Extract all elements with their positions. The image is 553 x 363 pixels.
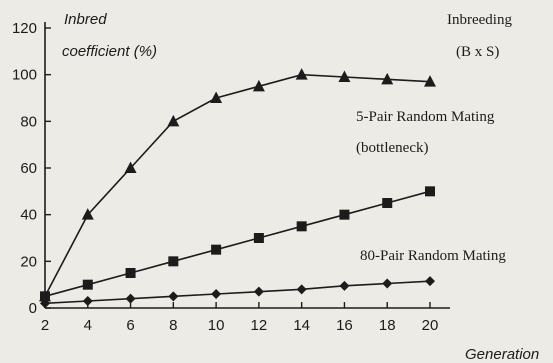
series-5-pair-random-mating-bottleneck [39, 68, 436, 302]
x-tick-label-4: 4 [84, 317, 92, 334]
x-tick-label-10: 10 [208, 317, 225, 334]
y-tick-label-40: 40 [20, 207, 37, 224]
x-tick-label-18: 18 [379, 317, 396, 334]
point-5-pair-random-mating-bottleneck-x4 [81, 208, 94, 220]
point-5-pair-random-mating-bottleneck-x8 [167, 114, 180, 127]
annotation-80-pair: 80-Pair Random Mating [360, 248, 506, 264]
series-line-80-pair-random-mating [44, 280, 431, 305]
point-inbreeding-b-x-s-x20 [425, 186, 435, 197]
x-tick-label-2: 2 [41, 317, 49, 334]
point-inbreeding-b-x-s-x4 [82, 279, 93, 290]
point-inbreeding-b-x-s-x8 [168, 256, 179, 267]
series-line-5-pair-random-mating-bottleneck [44, 73, 431, 297]
y-tick-label-80: 80 [20, 113, 37, 130]
point-80-pair-random-mating-x10 [211, 289, 222, 299]
x-axis-label: Generation [465, 346, 539, 363]
series-inbreeding-b-x-s [40, 186, 435, 302]
x-tick-label-16: 16 [336, 317, 353, 334]
y-tick-label-20: 20 [20, 253, 37, 270]
point-80-pair-random-mating-x14 [296, 284, 307, 295]
y-tick-label-0: 0 [29, 300, 37, 317]
y-axis-label-line-2: coefficient (%) [62, 43, 157, 60]
annotation-5-pair-line-1: 5-Pair Random Mating [356, 109, 495, 125]
point-80-pair-random-mating-x18 [382, 278, 393, 289]
point-inbreeding-b-x-s-x18 [382, 198, 393, 208]
point-80-pair-random-mating-x12 [253, 286, 264, 297]
y-tick-label-120: 120 [12, 20, 37, 37]
x-tick-label-14: 14 [293, 317, 310, 334]
point-5-pair-random-mating-bottleneck-x6 [124, 161, 137, 173]
point-5-pair-random-mating-bottleneck-x14 [295, 68, 308, 80]
point-inbreeding-b-x-s-x10 [211, 244, 222, 255]
point-5-pair-random-mating-bottleneck-x10 [210, 91, 223, 103]
annotation-inbreeding-line-2: (B x S) [456, 44, 499, 60]
y-tick-label-60: 60 [20, 160, 37, 177]
point-80-pair-random-mating-x6 [125, 293, 136, 304]
point-inbreeding-b-x-s-x14 [296, 221, 307, 232]
point-inbreeding-b-x-s-x12 [253, 233, 264, 243]
point-5-pair-random-mating-bottleneck-x16 [338, 70, 351, 82]
point-5-pair-random-mating-bottleneck-x20 [424, 75, 436, 87]
annotation-5-pair-line-2: (bottleneck) [356, 140, 428, 156]
point-80-pair-random-mating-x16 [339, 280, 350, 291]
x-tick-label-12: 12 [251, 317, 268, 334]
point-80-pair-random-mating-x4 [82, 296, 93, 306]
point-5-pair-random-mating-bottleneck-x12 [252, 79, 265, 92]
annotation-inbreeding-line-1: Inbreeding [447, 12, 512, 28]
point-80-pair-random-mating-x8 [168, 291, 179, 302]
series-group [39, 68, 436, 309]
point-5-pair-random-mating-bottleneck-x18 [381, 72, 394, 85]
point-inbreeding-b-x-s-x6 [125, 268, 136, 278]
labels: Inbred coefficient (%) Generation Inbree… [62, 11, 539, 363]
point-5-pair-random-mating-bottleneck-x2 [39, 289, 51, 302]
x-tick-label-20: 20 [422, 317, 439, 334]
point-inbreeding-b-x-s-x16 [339, 209, 350, 220]
x-tick-label-6: 6 [126, 317, 134, 334]
series-line-inbreeding-b-x-s [44, 190, 431, 298]
point-80-pair-random-mating-x20 [425, 276, 435, 287]
y-tick-label-100: 100 [12, 67, 37, 84]
y-axis-label-line-1: Inbred [64, 11, 107, 28]
point-80-pair-random-mating-x2 [40, 298, 50, 309]
series-80-pair-random-mating [40, 276, 435, 309]
x-tick-label-8: 8 [169, 317, 177, 334]
